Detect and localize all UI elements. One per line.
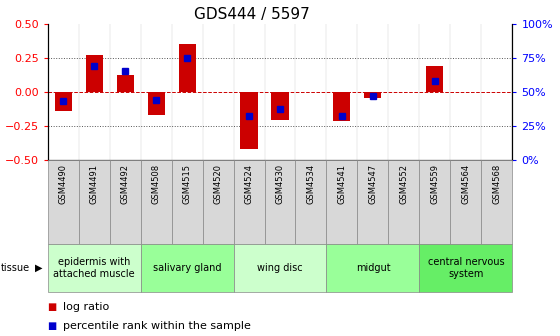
Text: GSM4534: GSM4534: [306, 164, 315, 204]
Bar: [48, 244, 141, 292]
Bar: [141, 244, 234, 292]
Text: GSM4524: GSM4524: [245, 164, 254, 204]
Bar: [116, 75, 134, 92]
Text: GSM4515: GSM4515: [183, 164, 192, 204]
Bar: [419, 160, 450, 244]
Bar: [365, 92, 381, 98]
Bar: [326, 244, 419, 292]
Text: percentile rank within the sample: percentile rank within the sample: [63, 321, 251, 331]
Bar: [110, 160, 141, 244]
Text: GSM4491: GSM4491: [90, 164, 99, 204]
Bar: [272, 92, 288, 120]
Text: tissue: tissue: [1, 263, 30, 273]
Text: central nervous
system: central nervous system: [428, 257, 504, 279]
Text: GSM4530: GSM4530: [276, 164, 284, 204]
Text: GSM4552: GSM4552: [399, 164, 408, 204]
Text: GSM4490: GSM4490: [59, 164, 68, 204]
Text: GSM4492: GSM4492: [120, 164, 129, 204]
Bar: [482, 160, 512, 244]
Text: midgut: midgut: [356, 263, 390, 273]
Text: ■: ■: [48, 302, 57, 312]
Bar: [141, 160, 171, 244]
Text: GSM4559: GSM4559: [431, 164, 440, 204]
Bar: [333, 92, 351, 122]
Text: ▶: ▶: [35, 263, 43, 273]
Bar: [264, 160, 296, 244]
Bar: [389, 160, 419, 244]
Bar: [203, 160, 234, 244]
Bar: [426, 66, 444, 92]
Bar: [234, 160, 264, 244]
Bar: [240, 92, 258, 149]
Bar: [234, 244, 326, 292]
Text: GSM4508: GSM4508: [152, 164, 161, 204]
Bar: [147, 92, 165, 115]
Bar: [326, 160, 357, 244]
Text: GDS444 / 5597: GDS444 / 5597: [194, 7, 310, 22]
Text: ■: ■: [48, 321, 57, 331]
Bar: [78, 160, 110, 244]
Bar: [450, 160, 482, 244]
Text: epidermis with
attached muscle: epidermis with attached muscle: [53, 257, 135, 279]
Text: GSM4547: GSM4547: [368, 164, 377, 204]
Text: salivary gland: salivary gland: [153, 263, 221, 273]
Text: log ratio: log ratio: [63, 302, 110, 312]
Bar: [357, 160, 389, 244]
Bar: [179, 44, 195, 92]
Text: wing disc: wing disc: [257, 263, 303, 273]
Bar: [171, 160, 203, 244]
Text: GSM4568: GSM4568: [492, 164, 501, 204]
Bar: [54, 92, 72, 111]
Text: GSM4520: GSM4520: [213, 164, 222, 204]
Text: GSM4541: GSM4541: [338, 164, 347, 204]
Bar: [86, 55, 102, 92]
Bar: [419, 244, 512, 292]
Text: GSM4564: GSM4564: [461, 164, 470, 204]
Bar: [48, 160, 78, 244]
Bar: [296, 160, 326, 244]
